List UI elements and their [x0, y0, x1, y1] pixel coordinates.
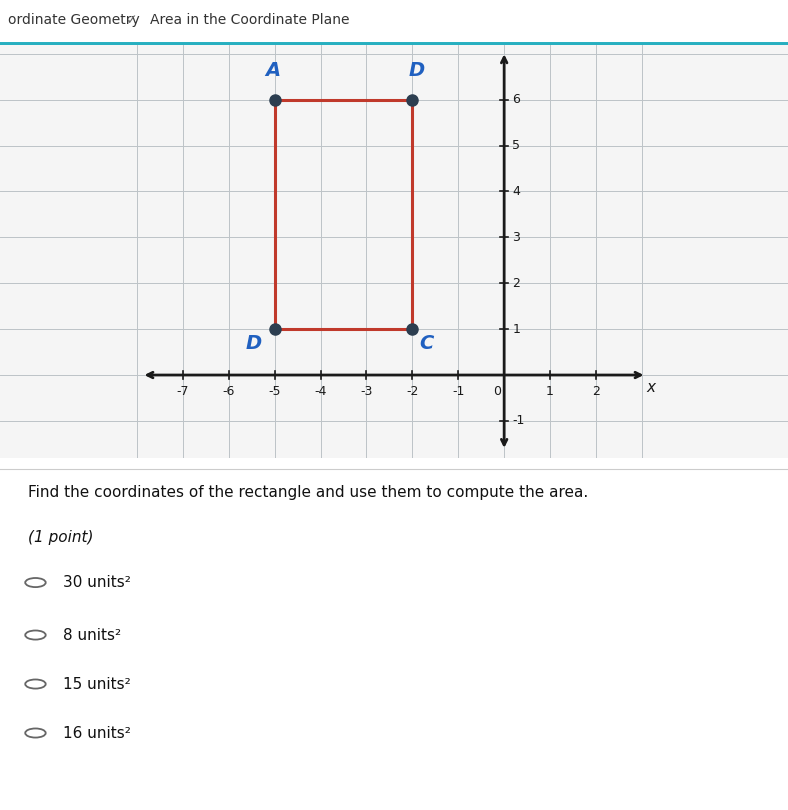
Text: 6: 6 [512, 93, 520, 106]
Text: Area in the Coordinate Plane: Area in the Coordinate Plane [150, 13, 349, 27]
Text: D: D [246, 334, 262, 352]
Text: ✓: ✓ [126, 13, 138, 27]
Text: 1: 1 [546, 385, 554, 399]
Text: -3: -3 [360, 385, 373, 399]
Text: 8 units²: 8 units² [63, 628, 121, 642]
Text: Find the coordinates of the rectangle and use them to compute the area.: Find the coordinates of the rectangle an… [28, 484, 588, 500]
Text: 5: 5 [512, 139, 520, 152]
Text: D: D [409, 62, 425, 80]
Text: C: C [419, 334, 433, 352]
Text: -1: -1 [512, 415, 525, 428]
Text: 1: 1 [512, 322, 520, 335]
Text: -1: -1 [452, 385, 464, 399]
Text: 2: 2 [512, 277, 520, 290]
Text: 15 units²: 15 units² [63, 676, 131, 692]
Text: -4: -4 [314, 385, 327, 399]
Text: 0: 0 [493, 385, 501, 399]
Text: -6: -6 [222, 385, 235, 399]
Text: (1 point): (1 point) [28, 530, 93, 545]
Text: ordinate Geometry: ordinate Geometry [8, 13, 139, 27]
Text: -7: -7 [177, 385, 189, 399]
Text: 4: 4 [512, 185, 520, 198]
Text: 2: 2 [592, 385, 600, 399]
Text: 16 units²: 16 units² [63, 726, 131, 740]
Text: 3: 3 [512, 231, 520, 244]
Text: -5: -5 [269, 385, 281, 399]
Text: 30 units²: 30 units² [63, 575, 131, 590]
Text: -2: -2 [406, 385, 418, 399]
Text: x: x [646, 380, 656, 394]
Text: A: A [265, 62, 280, 80]
